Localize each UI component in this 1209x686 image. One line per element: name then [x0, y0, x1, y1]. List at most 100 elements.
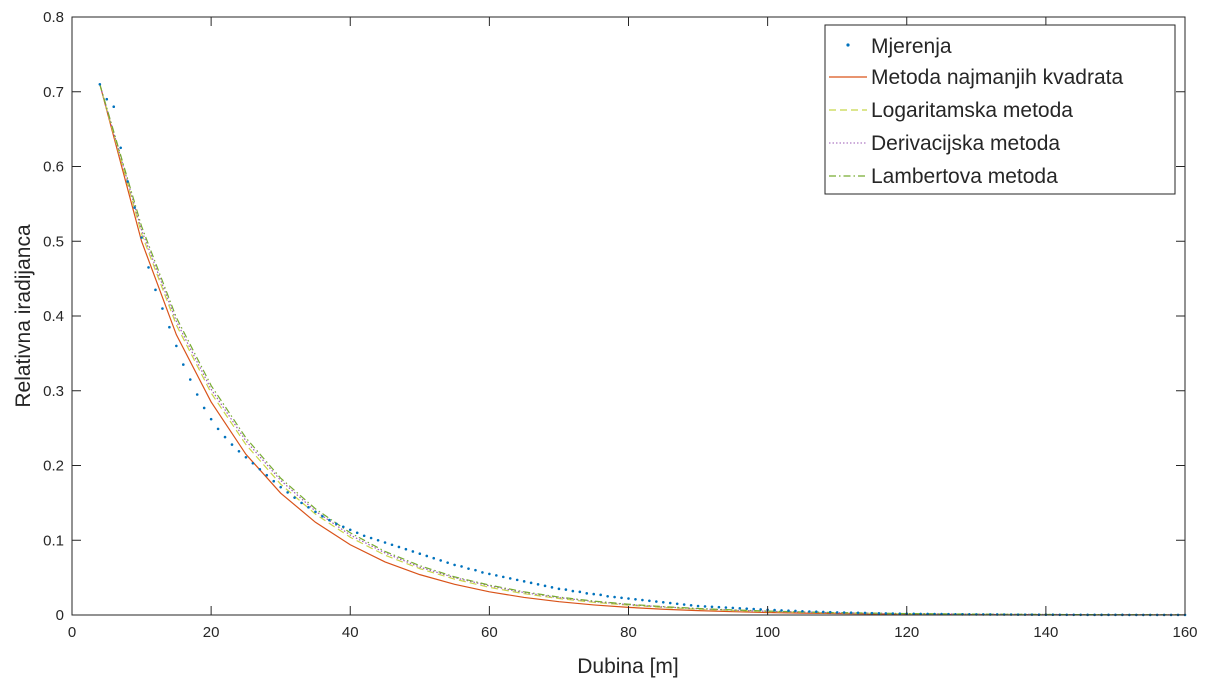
- data-point-mjerenja: [884, 612, 888, 615]
- data-point-mjerenja: [661, 600, 665, 604]
- data-point-mjerenja: [348, 528, 352, 532]
- data-point-mjerenja: [126, 180, 129, 183]
- data-point-mjerenja: [460, 565, 463, 568]
- data-point-mjerenja: [467, 567, 470, 570]
- data-point-mjerenja: [474, 568, 477, 572]
- data-point-mjerenja: [154, 288, 157, 292]
- data-point-mjerenja: [314, 510, 317, 514]
- data-point-mjerenja: [613, 595, 616, 599]
- data-point-mjerenja: [557, 587, 561, 591]
- x-tick-label: 140: [1033, 624, 1058, 641]
- data-point-mjerenja: [202, 406, 206, 410]
- data-point-mjerenja: [752, 607, 756, 611]
- data-point-mjerenja: [383, 541, 387, 544]
- data-point-mjerenja: [216, 427, 220, 431]
- legend-label-mjerenja: Mjerenja: [871, 35, 952, 58]
- data-point-mjerenja: [550, 586, 554, 589]
- data-point-mjerenja: [648, 599, 651, 603]
- data-point-mjerenja: [237, 450, 241, 453]
- data-point-mjerenja: [780, 609, 783, 612]
- data-point-mjerenja: [362, 534, 366, 538]
- data-point-mjerenja: [731, 606, 735, 610]
- data-point-mjerenja: [418, 552, 422, 556]
- data-point-mjerenja: [265, 473, 269, 477]
- data-point-mjerenja: [300, 501, 303, 505]
- data-point-mjerenja: [495, 574, 498, 577]
- data-point-mjerenja: [828, 610, 832, 614]
- series-line-logaritamska-metoda: [99, 84, 1186, 616]
- data-point-mjerenja: [279, 485, 282, 489]
- data-point-mjerenja: [773, 608, 776, 612]
- y-axis-title: Relativna iradijanca: [12, 224, 35, 408]
- x-axis-title: Dubina [m]: [577, 655, 679, 678]
- data-point-mjerenja: [592, 592, 596, 596]
- legend-box: [824, 24, 1176, 195]
- plot-series: [98, 82, 1187, 617]
- data-point-mjerenja: [508, 577, 512, 580]
- legend-label-najmanji-kvadrati: Metoda najmanjih kvadrata: [871, 66, 1123, 89]
- data-point-mjerenja: [543, 584, 547, 588]
- x-tick-label: 0: [68, 624, 76, 641]
- data-point-mjerenja: [404, 547, 408, 551]
- data-point-mjerenja: [675, 602, 679, 606]
- data-point-mjerenja: [182, 363, 185, 366]
- data-point-mjerenja: [655, 600, 658, 603]
- data-point-mjerenja: [307, 506, 310, 509]
- y-tick-label: 0.8: [43, 9, 64, 26]
- data-point-mjerenja: [898, 612, 902, 615]
- data-point-mjerenja: [738, 606, 742, 610]
- x-tick-label: 120: [894, 624, 919, 641]
- data-point-mjerenja: [571, 589, 575, 593]
- data-point-mjerenja: [321, 515, 324, 518]
- data-point-mjerenja: [140, 236, 143, 239]
- data-point-mjerenja: [682, 603, 686, 606]
- data-point-mjerenja: [397, 545, 401, 549]
- data-point-mjerenja: [703, 605, 707, 608]
- data-point-mjerenja: [724, 606, 728, 609]
- x-tick-label: 160: [1172, 624, 1197, 641]
- data-point-mjerenja: [808, 610, 811, 613]
- y-tick-label: 0: [56, 607, 64, 624]
- data-point-mjerenja: [425, 554, 429, 558]
- data-point-mjerenja: [856, 611, 860, 615]
- y-axis-ticks: 0 0.1 0.2 0.3 0.4 0.5 0.6 0.7 0.8: [43, 9, 1185, 624]
- data-point-mjerenja: [147, 266, 150, 269]
- data-point-mjerenja: [585, 592, 589, 595]
- legend-label-lambertova: Lambertova metoda: [871, 165, 1058, 188]
- data-point-mjerenja: [696, 604, 700, 608]
- legend-label-logaritamska: Logaritamska metoda: [871, 99, 1073, 122]
- y-tick-label: 0.6: [43, 159, 64, 176]
- data-point-mjerenja: [175, 344, 178, 348]
- x-axis-ticks: 0 20 40 60 80 100 120 140 160: [68, 17, 1198, 641]
- y-tick-label: 0.5: [43, 233, 64, 250]
- data-point-mjerenja: [272, 479, 276, 483]
- data-point-mjerenja: [627, 597, 630, 600]
- y-tick-label: 0.1: [43, 532, 64, 549]
- data-point-mjerenja: [411, 550, 415, 553]
- data-point-mjerenja: [891, 612, 895, 615]
- data-point-mjerenja: [668, 601, 672, 605]
- data-point-mjerenja: [293, 496, 296, 499]
- data-point-mjerenja: [515, 578, 519, 582]
- data-point-mjerenja: [849, 611, 853, 614]
- data-point-mjerenja: [286, 491, 289, 494]
- data-point-mjerenja: [335, 522, 338, 526]
- data-point-mjerenja: [251, 461, 255, 465]
- data-point-mjerenja: [328, 518, 331, 522]
- data-point-mjerenja: [439, 559, 442, 562]
- data-point-mjerenja: [432, 556, 436, 560]
- data-point-mjerenja: [745, 607, 749, 610]
- data-point-mjerenja: [341, 525, 345, 529]
- data-point-mjerenja: [787, 609, 790, 612]
- data-point-mjerenja: [376, 538, 380, 542]
- data-point-mjerenja: [112, 105, 116, 108]
- data-point-mjerenja: [258, 467, 262, 471]
- x-tick-label: 60: [481, 624, 498, 641]
- data-point-mjerenja: [105, 97, 109, 101]
- data-point-mjerenja: [488, 572, 491, 576]
- data-point-mjerenja: [355, 531, 359, 535]
- data-point-mjerenja: [815, 610, 818, 614]
- data-point-mjerenja: [877, 611, 881, 615]
